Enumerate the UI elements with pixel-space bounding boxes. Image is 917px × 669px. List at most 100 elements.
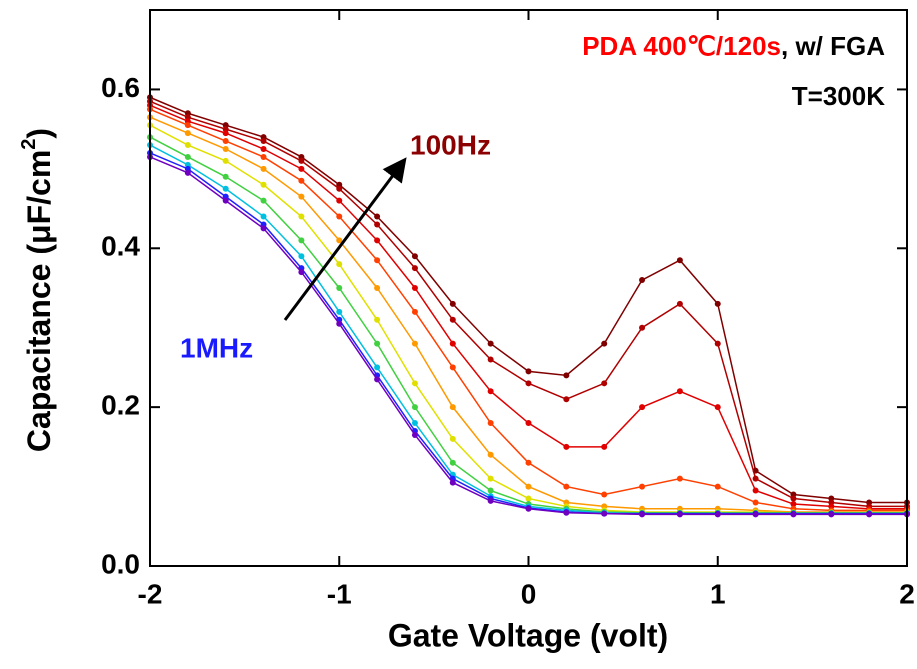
data-point — [601, 380, 608, 387]
x-tick-label: 0 — [521, 578, 537, 609]
condition-annotation: PDA 400℃/120s, w/ FGA — [582, 31, 885, 61]
series-line — [149, 152, 907, 515]
x-tick-label: -1 — [327, 578, 352, 609]
data-point — [260, 138, 267, 145]
y-label-sup: 2 — [18, 139, 40, 150]
data-point — [601, 491, 608, 498]
temperature-annotation: T=300K — [792, 81, 885, 111]
data-point — [866, 511, 873, 518]
data-point — [222, 185, 229, 192]
series-line — [149, 104, 907, 510]
data-point — [336, 261, 343, 268]
data-point — [639, 324, 646, 331]
data-point — [411, 308, 418, 315]
data-point — [487, 356, 494, 363]
data-point — [449, 300, 456, 307]
x-tick-label: 2 — [899, 578, 915, 609]
data-point — [411, 265, 418, 272]
data-point — [298, 237, 305, 244]
data-point — [676, 257, 683, 264]
data-point — [752, 475, 759, 482]
data-point — [260, 181, 267, 188]
data-point — [449, 404, 456, 411]
data-point — [374, 213, 381, 220]
data-point — [374, 340, 381, 347]
data-point — [563, 509, 570, 516]
data-point — [676, 475, 683, 482]
data-point — [184, 130, 191, 137]
data-point — [298, 157, 305, 164]
y-label-text: Capacitance (μF/cm — [21, 150, 57, 452]
data-point — [449, 316, 456, 323]
data-point — [714, 300, 721, 307]
data-point — [601, 443, 608, 450]
x-axis-label: Gate Voltage (volt) — [388, 617, 668, 653]
y-tick-label: 0.2 — [101, 390, 140, 421]
data-point — [525, 505, 532, 512]
data-point — [714, 483, 721, 490]
data-point — [487, 388, 494, 395]
data-point — [449, 364, 456, 371]
data-point — [676, 511, 683, 518]
y-label-end: ) — [21, 128, 57, 139]
data-point — [336, 320, 343, 327]
data-point — [222, 130, 229, 137]
plot-area — [147, 94, 910, 518]
data-point — [374, 257, 381, 264]
y-tick-label: 0.6 — [101, 72, 140, 103]
data-point — [790, 495, 797, 502]
data-point — [222, 138, 229, 145]
arrow — [283, 157, 407, 321]
data-point — [563, 396, 570, 403]
data-point — [184, 153, 191, 160]
data-point — [449, 435, 456, 442]
data-point — [563, 443, 570, 450]
data-point — [639, 277, 646, 284]
high-freq-annotation: 1MHz — [180, 332, 253, 363]
data-point — [676, 388, 683, 395]
data-point — [487, 497, 494, 504]
data-point — [639, 483, 646, 490]
series-line — [149, 116, 907, 513]
data-point — [374, 364, 381, 371]
data-point — [790, 501, 797, 508]
x-tick-label: -2 — [138, 578, 163, 609]
data-point — [298, 177, 305, 184]
data-point — [411, 253, 418, 260]
low-freq-annotation: 100Hz — [410, 129, 491, 160]
data-point — [298, 193, 305, 200]
data-point — [752, 511, 759, 518]
data-point — [525, 420, 532, 427]
data-point — [828, 511, 835, 518]
data-point — [222, 146, 229, 152]
data-point — [184, 142, 191, 149]
data-point — [525, 483, 532, 490]
data-point — [336, 213, 343, 220]
data-point — [222, 197, 229, 204]
data-point — [487, 487, 494, 494]
series-line — [149, 100, 907, 508]
data-point — [714, 511, 721, 518]
data-point — [714, 404, 721, 411]
data-point — [298, 269, 305, 276]
data-point — [222, 157, 229, 164]
data-point — [563, 372, 570, 379]
data-point — [184, 122, 191, 129]
data-point — [487, 340, 494, 347]
data-point — [260, 153, 267, 160]
data-point — [752, 499, 759, 506]
data-point — [525, 459, 532, 466]
data-point — [336, 285, 343, 291]
data-point — [411, 404, 418, 411]
data-point — [525, 380, 532, 387]
data-point — [525, 495, 532, 502]
data-point — [411, 340, 418, 347]
data-point — [601, 510, 608, 517]
data-point — [563, 483, 570, 490]
data-point — [374, 376, 381, 383]
data-point — [298, 253, 305, 260]
data-point — [336, 197, 343, 204]
x-tick-label: 1 — [710, 578, 726, 609]
data-point — [260, 225, 267, 232]
data-point — [298, 213, 305, 220]
